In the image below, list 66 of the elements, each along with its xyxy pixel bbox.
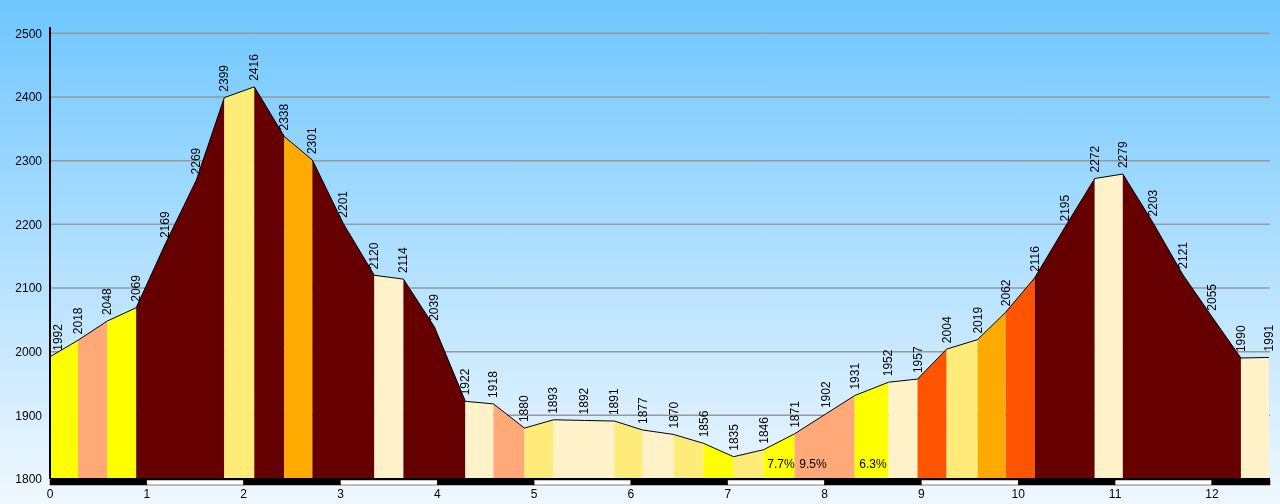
data-label: 1891 bbox=[607, 388, 622, 416]
data-label: 2201 bbox=[336, 190, 351, 218]
data-label: 2416 bbox=[247, 53, 262, 81]
x-tick-label: 10 bbox=[1011, 486, 1026, 501]
data-label: 2121 bbox=[1175, 241, 1190, 269]
y-tick-label: 2300 bbox=[15, 153, 43, 168]
data-label: 2114 bbox=[396, 246, 411, 274]
x-tick-label: 5 bbox=[530, 486, 538, 501]
data-label: 2039 bbox=[427, 293, 442, 321]
data-label: 2120 bbox=[367, 242, 382, 270]
data-label: 1846 bbox=[756, 416, 771, 444]
data-label: 1877 bbox=[635, 396, 650, 424]
data-label: 2062 bbox=[998, 279, 1013, 307]
data-label: 1922 bbox=[458, 368, 473, 396]
data-label: 2055 bbox=[1204, 283, 1219, 311]
data-label: 1992 bbox=[51, 323, 65, 351]
data-label: 2338 bbox=[277, 103, 292, 131]
data-label: 1892 bbox=[577, 387, 592, 415]
data-label: 2399 bbox=[217, 64, 232, 92]
data-label: 2279 bbox=[1115, 141, 1130, 169]
data-label: 1856 bbox=[696, 410, 711, 438]
annotation: 6.3% bbox=[858, 457, 888, 471]
annotation: 7.7% bbox=[766, 457, 796, 471]
data-label: 2116 bbox=[1027, 245, 1042, 272]
x-tick-label: 3 bbox=[337, 486, 345, 501]
data-label: 2004 bbox=[939, 316, 954, 344]
data-label: 1835 bbox=[726, 423, 741, 451]
y-tick-label: 1900 bbox=[15, 408, 43, 423]
y-tick-label: 2200 bbox=[15, 217, 43, 232]
data-label: 2069 bbox=[129, 274, 144, 302]
y-tick-label: 1800 bbox=[15, 472, 43, 487]
y-tick-label: 2100 bbox=[15, 281, 43, 296]
data-label: 2018 bbox=[71, 307, 86, 335]
x-tick-label: 6 bbox=[627, 486, 635, 501]
data-label: 2301 bbox=[305, 127, 320, 155]
data-label: 2048 bbox=[100, 288, 115, 316]
x-tick-label: 0 bbox=[46, 486, 54, 501]
data-label: 1931 bbox=[847, 362, 862, 390]
data-label: 1871 bbox=[787, 400, 802, 428]
data-label: 2019 bbox=[970, 306, 985, 334]
x-tick-label: 8 bbox=[821, 486, 829, 501]
x-tick-label: 11 bbox=[1108, 486, 1122, 501]
data-label: 1957 bbox=[910, 346, 925, 374]
x-tick-label: 7 bbox=[724, 486, 732, 501]
data-label: 2272 bbox=[1087, 145, 1102, 173]
data-label: 1902 bbox=[818, 381, 833, 409]
data-label: 2169 bbox=[158, 211, 173, 239]
data-label: 2269 bbox=[189, 147, 204, 175]
data-label: 1893 bbox=[546, 386, 561, 414]
x-tick-label: 1 bbox=[143, 486, 151, 501]
y-tick-label: 2500 bbox=[15, 26, 43, 41]
y-tick-label: 2400 bbox=[15, 90, 43, 105]
data-label: 2203 bbox=[1145, 189, 1160, 217]
data-label: 2195 bbox=[1057, 194, 1072, 222]
data-label: 1952 bbox=[881, 349, 896, 377]
data-label: 1870 bbox=[666, 401, 681, 429]
data-label: 1880 bbox=[517, 395, 532, 423]
data-label: 1991 bbox=[1262, 324, 1277, 352]
data-label: 1918 bbox=[486, 370, 501, 398]
x-tick-label: 4 bbox=[433, 486, 441, 501]
y-tick-label: 2000 bbox=[15, 344, 43, 359]
x-tick-label: 12 bbox=[1205, 486, 1219, 501]
data-label: 1990 bbox=[1233, 325, 1248, 353]
x-tick-label: 2 bbox=[240, 486, 248, 501]
annotation: 9.5% bbox=[798, 457, 828, 471]
x-tick-label: 9 bbox=[918, 486, 926, 501]
